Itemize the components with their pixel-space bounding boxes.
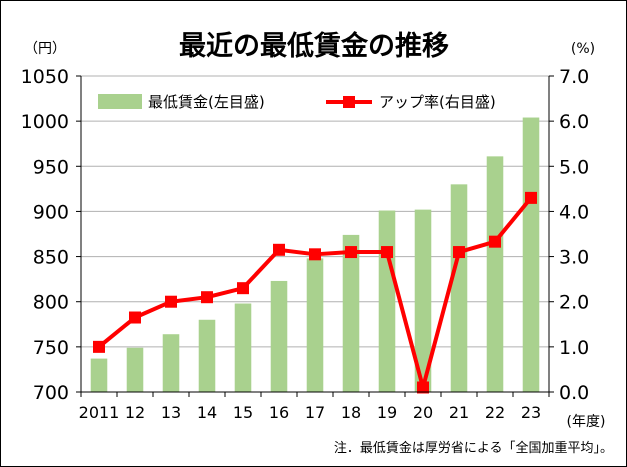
left-tick-labels: 700 750 800 850 900 950 1000 1050 bbox=[21, 66, 69, 404]
bar bbox=[306, 258, 324, 392]
x-axis-unit: (年度) bbox=[567, 414, 606, 430]
chart-title: 最近の最低賃金の推移 bbox=[179, 30, 449, 62]
line-marker bbox=[237, 282, 249, 295]
x-tick-label: 19 bbox=[377, 403, 397, 422]
x-tick-label: 13 bbox=[161, 403, 181, 422]
x-tick-label: 14 bbox=[197, 403, 217, 422]
legend-bar-label: 最低賃金(左目盛) bbox=[148, 93, 265, 111]
right-tick-label: 2.0 bbox=[559, 292, 589, 314]
bar bbox=[234, 303, 252, 392]
left-tick-label: 850 bbox=[33, 247, 69, 269]
bar bbox=[486, 156, 504, 392]
bar bbox=[414, 209, 432, 392]
x-tick-label: 20 bbox=[413, 403, 433, 422]
bar bbox=[450, 184, 468, 392]
line-marker bbox=[273, 243, 285, 256]
bar bbox=[198, 319, 216, 392]
legend-line-marker bbox=[343, 96, 355, 108]
x-tick-label: 18 bbox=[341, 403, 361, 422]
left-tick-label: 700 bbox=[33, 382, 69, 404]
line-marker bbox=[417, 381, 429, 394]
x-tick-label: 21 bbox=[449, 403, 469, 422]
bar bbox=[342, 234, 360, 392]
bar bbox=[162, 334, 180, 392]
line-marker bbox=[165, 295, 177, 308]
x-tick-labels: 2011 12 13 14 15 16 17 18 19 20 21 22 23 bbox=[79, 403, 542, 422]
left-tick-label: 900 bbox=[33, 201, 69, 223]
bar bbox=[90, 358, 108, 392]
footnote: 注．最低賃金は厚労省による「全国加重平均」。 bbox=[334, 440, 613, 456]
line-marker bbox=[381, 246, 393, 259]
bar bbox=[378, 210, 396, 392]
axes bbox=[76, 75, 554, 397]
line-marker bbox=[93, 340, 105, 353]
right-tick-label: 7.0 bbox=[559, 66, 589, 88]
legend: 最低賃金(左目盛) アップ率(右目盛) bbox=[98, 93, 496, 111]
x-tick-label: 22 bbox=[485, 403, 505, 422]
x-tick-label: 17 bbox=[305, 403, 325, 422]
line-marker bbox=[489, 235, 501, 248]
bar bbox=[522, 117, 540, 392]
right-tick-label: 6.0 bbox=[559, 111, 589, 133]
x-tick-label: 23 bbox=[521, 403, 541, 422]
left-axis-unit: （円） bbox=[24, 41, 66, 57]
right-tick-labels: 0.0 1.0 2.0 3.0 4.0 5.0 6.0 7.0 bbox=[559, 66, 589, 404]
right-tick-label: 3.0 bbox=[559, 247, 589, 269]
bar-series bbox=[90, 117, 540, 392]
x-tick-label: 12 bbox=[125, 403, 145, 422]
x-tick-label: 16 bbox=[269, 403, 289, 422]
line-marker bbox=[309, 248, 321, 261]
left-tick-label: 1000 bbox=[21, 111, 69, 133]
bar bbox=[126, 347, 144, 392]
line-marker bbox=[201, 291, 213, 304]
line-marker bbox=[525, 191, 537, 204]
x-tick-label: 15 bbox=[233, 403, 253, 422]
line-marker bbox=[129, 311, 141, 324]
right-axis-unit: (%) bbox=[571, 41, 595, 57]
legend-bar-swatch bbox=[98, 94, 142, 109]
left-tick-label: 950 bbox=[33, 156, 69, 178]
bar bbox=[270, 280, 288, 392]
right-tick-label: 1.0 bbox=[559, 337, 589, 359]
x-tick-label: 2011 bbox=[79, 403, 120, 422]
left-tick-label: 1050 bbox=[21, 66, 69, 88]
line-series bbox=[93, 191, 537, 394]
line-marker bbox=[345, 246, 357, 259]
left-tick-label: 750 bbox=[33, 337, 69, 359]
right-tick-label: 5.0 bbox=[559, 156, 589, 178]
legend-line-label: アップ率(右目盛) bbox=[379, 93, 496, 111]
line-marker bbox=[453, 246, 465, 259]
left-tick-label: 800 bbox=[33, 292, 69, 314]
right-tick-label: 0.0 bbox=[559, 382, 589, 404]
right-tick-label: 4.0 bbox=[559, 201, 589, 223]
